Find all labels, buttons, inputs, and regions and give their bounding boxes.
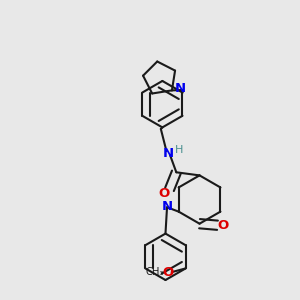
- Text: O: O: [158, 187, 169, 200]
- Text: N: N: [162, 200, 173, 214]
- Text: O: O: [162, 266, 174, 279]
- Text: H: H: [175, 145, 183, 155]
- Text: CH₃: CH₃: [146, 267, 164, 277]
- Text: N: N: [175, 82, 186, 95]
- Text: O: O: [218, 219, 229, 232]
- Text: N: N: [163, 147, 174, 160]
